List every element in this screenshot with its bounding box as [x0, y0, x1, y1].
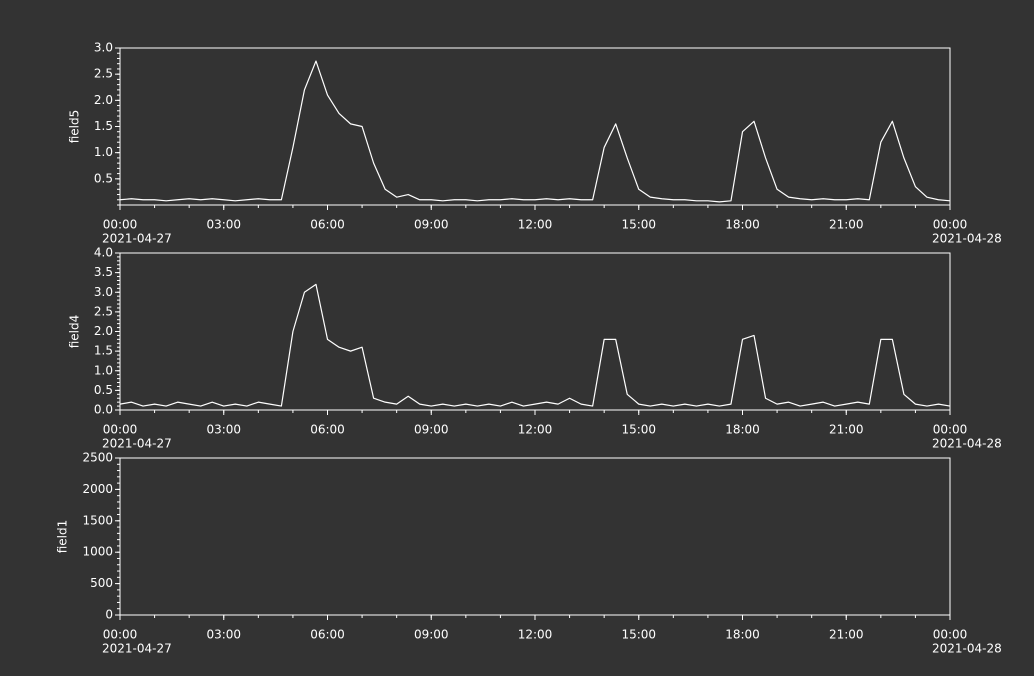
x-tick-label: 00:00 — [933, 628, 968, 642]
x-tick-label: 09:00 — [414, 423, 449, 437]
x-tick-label: 15:00 — [621, 423, 656, 437]
x-tick-label: 03:00 — [206, 218, 241, 232]
y-tick-label: 1.0 — [94, 145, 113, 159]
y-tick-label: 0.0 — [94, 403, 113, 417]
y-tick-label: 2000 — [82, 482, 113, 496]
data-line — [119, 60, 951, 203]
x-tick-label: 15:00 — [621, 628, 656, 642]
y-tick-label: 3.0 — [94, 285, 113, 299]
x-tick-label: 15:00 — [621, 218, 656, 232]
y-tick-label: 4.0 — [94, 246, 113, 260]
x-tick-label: 06:00 — [310, 218, 345, 232]
x-tick-label: 12:00 — [518, 218, 553, 232]
x-tick-label: 18:00 — [725, 423, 760, 437]
y-tick-label: 2.5 — [94, 67, 113, 81]
y-tick-label: 1000 — [82, 545, 113, 559]
x-tick-label: 18:00 — [725, 628, 760, 642]
y-tick-label: 0.5 — [94, 383, 113, 397]
x-tick-label: 06:00 — [310, 628, 345, 642]
x-tick-label: 09:00 — [414, 218, 449, 232]
x-tick-label: 12:00 — [518, 423, 553, 437]
y-tick-label: 0.5 — [94, 171, 113, 185]
y-tick-label: 1.5 — [94, 119, 113, 133]
y-axis-label: field1 — [56, 520, 70, 554]
data-line — [119, 283, 951, 407]
y-axis-label: field4 — [68, 315, 82, 349]
y-tick-label: 2.0 — [94, 93, 113, 107]
y-tick-label: 2.0 — [94, 324, 113, 338]
x-tick-label: 00:00 — [103, 218, 138, 232]
y-tick-label: 2.5 — [94, 304, 113, 318]
y-tick-label: 3.5 — [94, 265, 113, 279]
x-date-label: 2021-04-27 — [102, 437, 172, 451]
x-tick-label: 09:00 — [414, 628, 449, 642]
y-tick-label: 3.0 — [94, 41, 113, 55]
x-tick-label: 21:00 — [829, 218, 864, 232]
x-tick-label: 21:00 — [829, 628, 864, 642]
x-tick-label: 00:00 — [103, 423, 138, 437]
y-tick-label: 500 — [90, 576, 113, 590]
x-tick-label: 00:00 — [103, 628, 138, 642]
y-axis-label: field5 — [68, 110, 82, 144]
x-tick-label: 03:00 — [206, 628, 241, 642]
x-tick-label: 18:00 — [725, 218, 760, 232]
x-tick-label: 06:00 — [310, 423, 345, 437]
x-tick-label: 03:00 — [206, 423, 241, 437]
y-tick-label: 0 — [105, 608, 113, 622]
x-date-label: 2021-04-28 — [932, 437, 1002, 451]
x-date-label: 2021-04-27 — [102, 232, 172, 246]
x-date-label: 2021-04-28 — [932, 232, 1002, 246]
y-tick-label: 1.0 — [94, 363, 113, 377]
x-tick-label: 21:00 — [829, 423, 864, 437]
x-tick-label: 00:00 — [933, 423, 968, 437]
y-tick-label: 1500 — [82, 513, 113, 527]
x-tick-label: 12:00 — [518, 628, 553, 642]
y-tick-label: 2500 — [82, 451, 113, 465]
x-date-label: 2021-04-28 — [932, 642, 1002, 656]
x-tick-label: 00:00 — [933, 218, 968, 232]
x-date-label: 2021-04-27 — [102, 642, 172, 656]
y-tick-label: 1.5 — [94, 344, 113, 358]
